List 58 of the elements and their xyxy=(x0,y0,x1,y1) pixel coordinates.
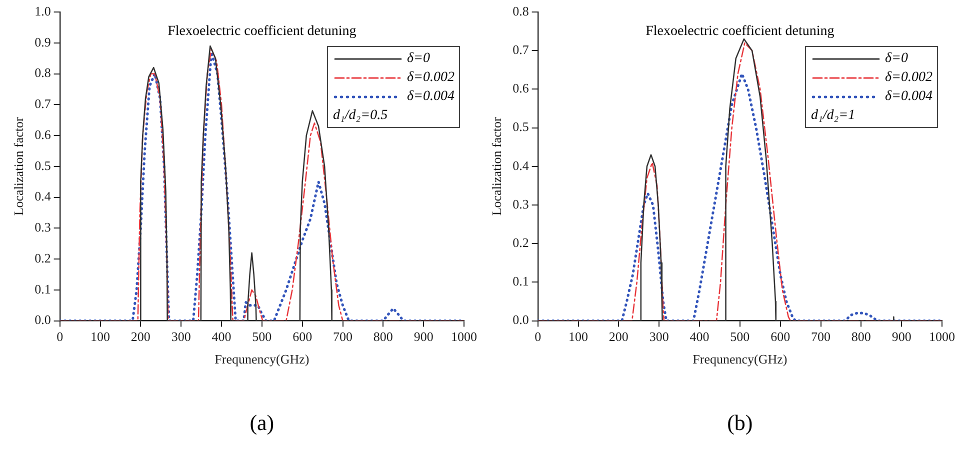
x-tick-label: 0 xyxy=(56,329,64,344)
x-tick-label: 900 xyxy=(414,329,434,344)
x-tick-label: 800 xyxy=(373,329,393,344)
y-axis-title: Localization factor xyxy=(489,116,504,216)
x-tick-label: 600 xyxy=(770,329,790,344)
y-tick-label: 0.4 xyxy=(34,188,52,204)
x-tick-label: 600 xyxy=(292,329,312,344)
y-tick-label: 0.6 xyxy=(512,80,530,96)
x-tick-label: 0 xyxy=(534,329,542,344)
x-tick-label: 500 xyxy=(252,329,272,344)
legend-label: δ=0.004 xyxy=(885,88,932,106)
legend-label: δ=0.004 xyxy=(407,88,454,106)
x-tick-label: 300 xyxy=(171,329,191,344)
y-tick-label: 0.6 xyxy=(34,126,52,142)
y-tick-label: 0.5 xyxy=(512,119,529,134)
y-tick-label: 0.5 xyxy=(34,158,51,173)
x-tick-label: 1000 xyxy=(451,329,477,344)
x-tick-label: 400 xyxy=(212,329,232,344)
y-tick-label: 0.1 xyxy=(34,281,51,296)
y-tick-label: 0.4 xyxy=(512,158,530,173)
y-tick-label: 0.9 xyxy=(34,34,51,50)
y-axis-title: Localization factor xyxy=(11,116,26,216)
y-tick-label: 0.0 xyxy=(34,312,51,328)
y-tick-label: 0.2 xyxy=(512,235,529,250)
legend-label: δ=0.002 xyxy=(407,69,454,87)
annotation: d₁/d₂=1 xyxy=(811,107,856,125)
legend-label: δ=0 xyxy=(885,50,908,68)
x-tick-label: 900 xyxy=(892,329,912,344)
x-tick-label: 300 xyxy=(649,329,669,344)
y-tick-label: 0.7 xyxy=(512,42,530,58)
y-tick-label: 0.8 xyxy=(34,65,51,80)
x-tick-label: 200 xyxy=(608,329,628,344)
text: (b) xyxy=(727,410,753,436)
y-tick-label: 1.0 xyxy=(34,3,51,18)
x-tick-label: 100 xyxy=(90,329,110,344)
y-tick-label: 0.1 xyxy=(512,274,529,289)
y-tick-label: 0.3 xyxy=(512,196,529,212)
text: (a) xyxy=(250,410,274,436)
annotation: d₁/d₂=0.5 xyxy=(333,107,389,125)
x-tick-label: 800 xyxy=(851,329,871,344)
y-tick-label: 0.7 xyxy=(34,96,52,112)
y-tick-label: 0.8 xyxy=(512,3,529,18)
legend-label: δ=0 xyxy=(407,50,430,68)
x-tick-label: 400 xyxy=(690,329,710,344)
text: Flexoelectric coefficient detuning xyxy=(168,24,356,40)
x-axis-title: Frequnency(GHz) xyxy=(214,352,310,367)
legend-label: δ=0.002 xyxy=(885,69,932,87)
x-tick-label: 1000 xyxy=(929,329,955,344)
y-tick-label: 0.2 xyxy=(34,250,51,266)
x-axis-title: Frequnency(GHz) xyxy=(692,352,788,367)
y-tick-label: 0.0 xyxy=(512,312,529,328)
y-tick-label: 0.3 xyxy=(34,220,51,235)
x-tick-label: 500 xyxy=(730,329,750,344)
text: Flexoelectric coefficient detuning xyxy=(646,24,834,40)
x-tick-label: 700 xyxy=(333,329,353,344)
x-tick-label: 200 xyxy=(130,329,150,344)
x-tick-label: 700 xyxy=(811,329,831,344)
x-tick-label: 100 xyxy=(568,329,588,344)
